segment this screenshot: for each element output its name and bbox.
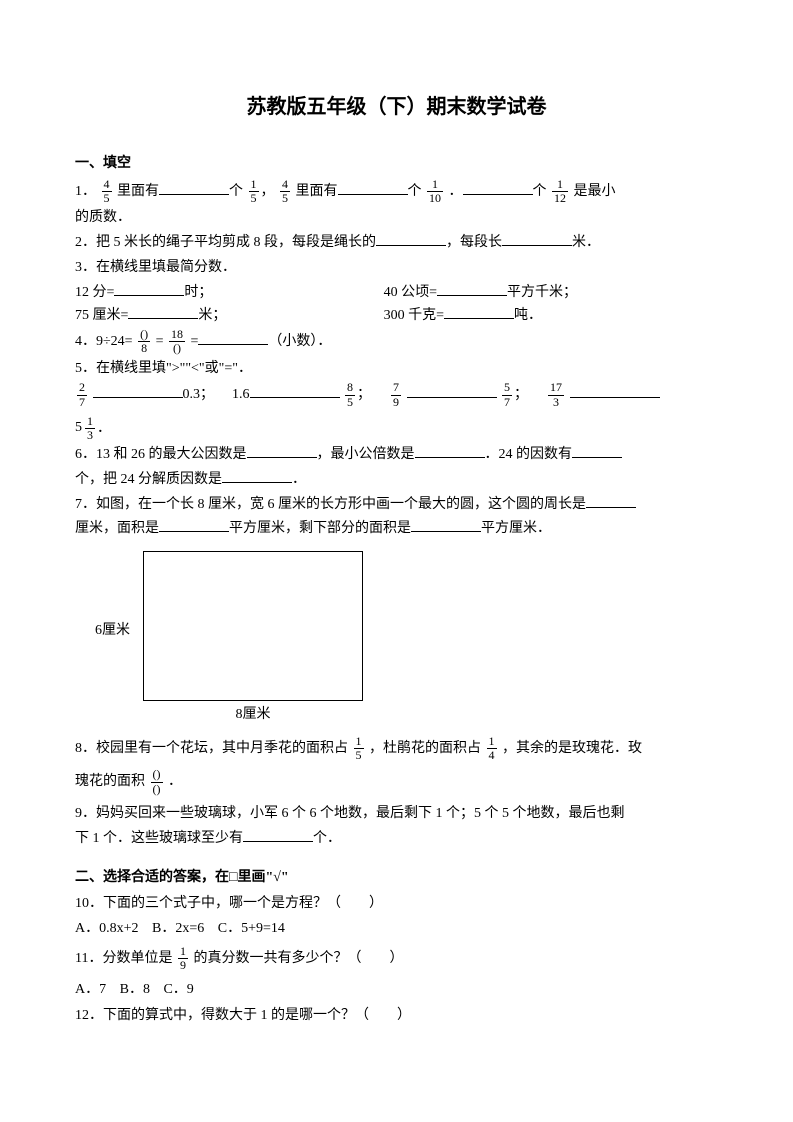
question-3: 3．在横线里填最简分数． <box>75 256 718 280</box>
fraction-4-5: 45 <box>102 178 112 205</box>
question-2: 2．把 5 米长的绳子平均剪成 8 段，每段是绳长的，每段长米． <box>75 231 718 255</box>
question-5: 5．在横线里填">""<"或"="． <box>75 357 718 381</box>
rectangle-figure: 6厘米 8厘米 <box>95 551 375 727</box>
blank[interactable] <box>159 518 229 532</box>
option-b[interactable]: B．8 <box>120 982 150 997</box>
question-6: 6．13 和 26 的最大公因数是，最小公倍数是．24 的因数有 <box>75 443 718 467</box>
blank[interactable] <box>128 305 198 319</box>
fraction-5-7: 57 <box>502 381 512 408</box>
question-8-line2: 瑰花的面积 ()() ． <box>75 768 718 795</box>
blank[interactable] <box>586 494 636 508</box>
blank[interactable] <box>463 181 533 195</box>
question-1-line2: 的质数． <box>75 206 718 230</box>
fraction-1-12: 112 <box>552 178 568 205</box>
fraction-1-10: 110 <box>427 178 443 205</box>
fraction-2-7: 27 <box>77 381 87 408</box>
blank[interactable] <box>338 181 408 195</box>
fraction-1-5: 15 <box>354 735 364 762</box>
fraction-4-5b: 45 <box>280 178 290 205</box>
fraction-blank-8: ()8 <box>138 328 150 355</box>
blank[interactable] <box>502 232 572 246</box>
question-3-row1: 12 分=时； 40 公顷=平方千米； <box>75 281 718 305</box>
question-12: 12．下面的算式中，得数大于 1 的是哪一个？（ ） <box>75 1004 718 1028</box>
blank[interactable] <box>407 384 497 398</box>
fraction-1-9: 19 <box>178 945 188 972</box>
blank[interactable] <box>411 518 481 532</box>
blank[interactable] <box>93 384 183 398</box>
page-title: 苏教版五年级（下）期末数学试卷 <box>75 90 718 124</box>
fraction-7-9: 79 <box>391 381 401 408</box>
blank[interactable] <box>572 444 622 458</box>
fraction-18-blank: 18() <box>169 328 185 355</box>
question-5-row2: 513． <box>75 415 718 442</box>
question-3-row2: 75 厘米=米； 300 千克=吨． <box>75 304 718 328</box>
question-11-options: A．7 B．8 C．9 <box>75 978 718 1002</box>
section-1-header: 一、填空 <box>75 152 718 176</box>
question-9-line2: 下 1 个．这些玻璃球至少有个． <box>75 827 718 851</box>
question-1: 1． 45 里面有个 15， 45 里面有个 110 ．个 112 是最小 <box>75 178 718 205</box>
question-10: 10．下面的三个式子中，哪一个是方程？（ ） <box>75 892 718 916</box>
question-9: 9．妈妈买回来一些玻璃球，小军 6 个 6 个地数，最后剩下 1 个；5 个 5… <box>75 802 718 826</box>
blank[interactable] <box>247 444 317 458</box>
blank[interactable] <box>222 469 292 483</box>
rectangle-box <box>143 551 363 701</box>
blank[interactable] <box>250 384 340 398</box>
question-7: 7．如图，在一个长 8 厘米，宽 6 厘米的长方形中画一个最大的圆，这个圆的周长… <box>75 493 718 517</box>
blank[interactable] <box>198 331 268 345</box>
q1-num: 1． <box>75 184 96 199</box>
fraction-blank-blank: ()() <box>151 768 163 795</box>
option-a[interactable]: A．0.8x+2 <box>75 921 139 936</box>
blank[interactable] <box>243 828 313 842</box>
fraction-8-5: 85 <box>345 381 355 408</box>
blank[interactable] <box>437 282 507 296</box>
option-a[interactable]: A．7 <box>75 982 106 997</box>
blank[interactable] <box>376 232 446 246</box>
question-6-line2: 个，把 24 分解质因数是． <box>75 468 718 492</box>
rect-height-label: 6厘米 <box>95 619 130 643</box>
question-11: 11．分数单位是 19 的真分数一共有多少个？（ ） <box>75 945 718 972</box>
question-7-line2: 厘米，面积是平方厘米，剩下部分的面积是平方厘米． <box>75 517 718 541</box>
rect-width-label: 8厘米 <box>143 703 363 727</box>
option-c[interactable]: C．5+9=14 <box>218 921 285 936</box>
blank[interactable] <box>415 444 485 458</box>
blank[interactable] <box>114 282 184 296</box>
blank[interactable] <box>570 384 660 398</box>
question-10-options: A．0.8x+2 B．2x=6 C．5+9=14 <box>75 917 718 941</box>
blank[interactable] <box>159 181 229 195</box>
question-4: 4．9÷24= ()8 = 18() =（小数）． <box>75 328 718 355</box>
question-5-row: 27 0.3； 1.6 85； 79 57； 173 <box>75 381 718 408</box>
mixed-5-1-3: 513 <box>75 415 97 442</box>
fraction-1-4: 14 <box>487 735 497 762</box>
option-b[interactable]: B．2x=6 <box>152 921 204 936</box>
section-2-header: 二、选择合适的答案，在□里画"√" <box>75 866 718 890</box>
option-c[interactable]: C．9 <box>163 982 193 997</box>
blank[interactable] <box>444 305 514 319</box>
fraction-1-5: 15 <box>249 178 259 205</box>
question-8: 8．校园里有一个花坛，其中月季花的面积占 15 ，杜鹃花的面积占 14 ，其余的… <box>75 735 718 762</box>
fraction-17-3: 173 <box>548 381 564 408</box>
